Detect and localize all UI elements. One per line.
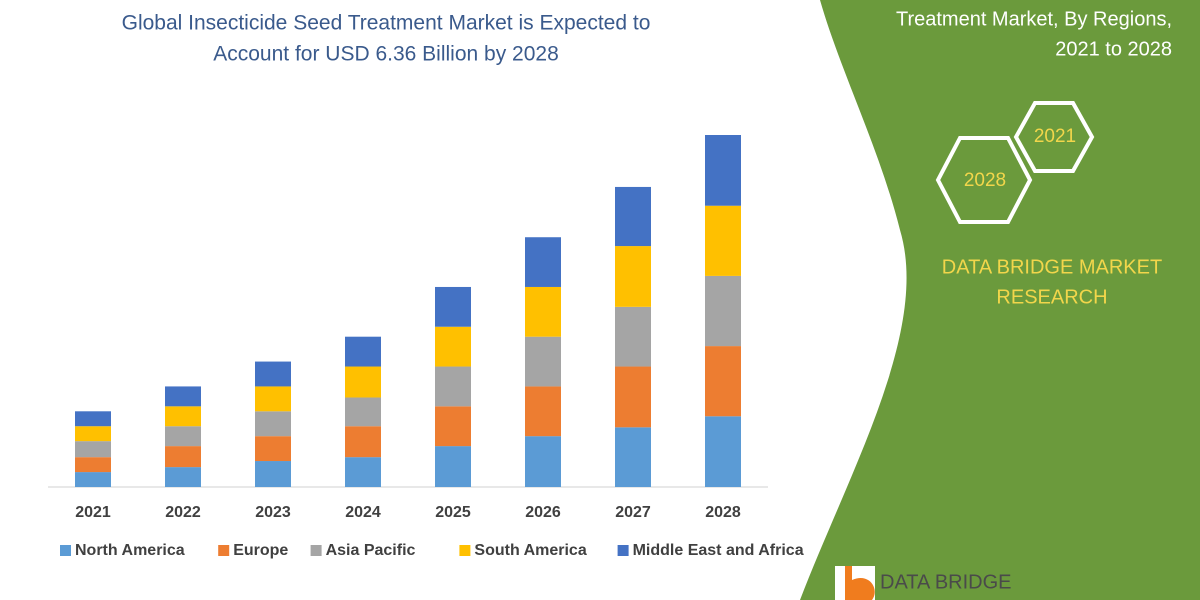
bar-segment: [435, 286, 471, 327]
bar-segment: [165, 406, 201, 427]
legend-label: Asia Pacific: [326, 542, 416, 559]
bar-segment: [615, 246, 651, 307]
x-tick-label: 2024: [345, 504, 381, 521]
legend-label: North America: [75, 542, 185, 559]
bar-segment: [75, 441, 111, 458]
bar-segment: [75, 472, 111, 487]
x-tick-label: 2026: [525, 504, 561, 521]
bar-segment: [345, 336, 381, 367]
brand-name: DATA BRIDGE MARKET: [942, 256, 1162, 278]
legend-swatch: [310, 545, 322, 556]
bar-segment: [435, 406, 471, 447]
bar-segment: [255, 436, 291, 462]
bar-segment: [705, 416, 741, 487]
legend-label: Middle East and Africa: [633, 542, 804, 559]
legend-label: South America: [474, 542, 586, 559]
bar-segment: [525, 237, 561, 287]
bar-segment: [705, 275, 741, 347]
bar-segment: [435, 326, 471, 367]
bar-segment: [255, 386, 291, 412]
bar-segment: [435, 446, 471, 487]
hexagon: [1013, 101, 1095, 173]
bar-segment: [525, 436, 561, 487]
bar-segment: [525, 286, 561, 337]
bar-segment: [345, 457, 381, 487]
panel-heading: Treatment Market, By Regions,: [896, 8, 1172, 30]
legend-swatch: [218, 545, 230, 556]
bar-segment: [615, 366, 651, 428]
bar-segment: [75, 411, 111, 427]
bar-segment: [435, 366, 471, 407]
x-tick-label: 2025: [435, 504, 471, 521]
bar-segment: [525, 336, 561, 387]
bar-segment: [255, 411, 291, 437]
bar-segment: [345, 426, 381, 458]
chart-title: Account for USD 6.36 Billion by 2028: [213, 43, 559, 66]
logo-icon: [845, 566, 875, 600]
x-tick-label: 2021: [75, 504, 111, 521]
x-tick-label: 2023: [255, 504, 291, 521]
brand-name: RESEARCH: [996, 286, 1107, 308]
side-panel-bg: [800, 0, 1200, 600]
x-tick-label: 2022: [165, 504, 201, 521]
bar-segment: [255, 361, 291, 387]
bar-segment: [165, 426, 201, 447]
legend-swatch: [60, 545, 71, 556]
x-tick-label: 2027: [615, 504, 651, 521]
bar-segment: [615, 427, 651, 487]
bar-segment: [75, 426, 111, 442]
bar-segment: [705, 135, 741, 206]
bar-segment: [615, 186, 651, 247]
legend-swatch: [617, 545, 629, 556]
year-badge: 2028: [964, 170, 1006, 191]
bar-segment: [255, 461, 291, 487]
year-badge: 2021: [1034, 126, 1076, 147]
chart-title: Global Insecticide Seed Treatment Market…: [122, 12, 651, 35]
bar-segment: [345, 397, 381, 427]
logo-text: DATA BRIDGE: [880, 571, 1012, 593]
hexagon: [935, 136, 1033, 224]
bar-segment: [615, 306, 651, 367]
bar-segment: [75, 457, 111, 473]
bar-segment: [705, 205, 741, 276]
bar-segment: [165, 386, 201, 407]
bar-segment: [705, 346, 741, 417]
bar-segment: [165, 446, 201, 468]
x-tick-label: 2028: [705, 504, 741, 521]
bar-segment: [525, 386, 561, 437]
legend-swatch: [459, 545, 471, 556]
legend-label: Europe: [233, 542, 288, 559]
panel-heading: 2021 to 2028: [1055, 38, 1172, 60]
bar-segment: [345, 366, 381, 398]
bar-segment: [165, 467, 201, 487]
